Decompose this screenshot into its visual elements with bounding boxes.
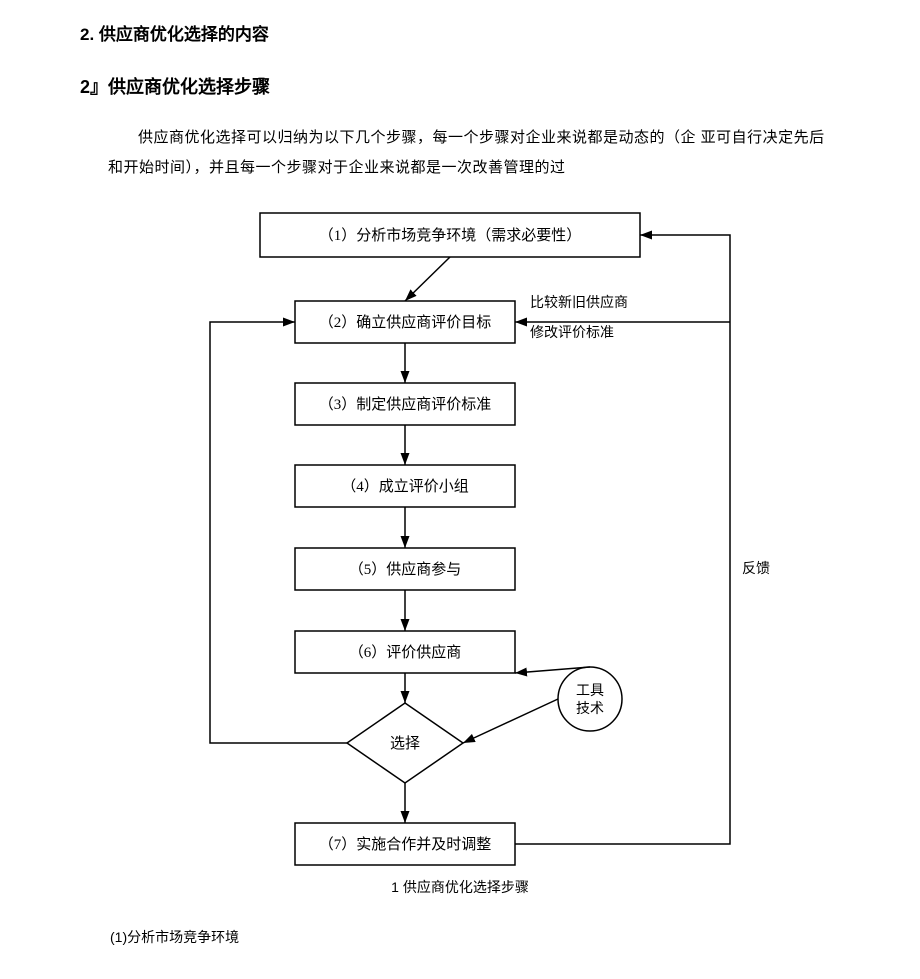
svg-text:修改评价标准: 修改评价标准 bbox=[530, 325, 614, 341]
intro-paragraph: 供应商优化选择可以归纳为以下几个步骤，每一个步骤对企业来说都是动态的（企 亚可自… bbox=[108, 123, 840, 183]
svg-text:（7）实施合作并及时调整: （7）实施合作并及时调整 bbox=[319, 836, 492, 853]
svg-text:（1）分析市场竞争环境（需求必要性）: （1）分析市场竞争环境（需求必要性） bbox=[319, 226, 582, 244]
svg-text:选择: 选择 bbox=[390, 735, 420, 752]
svg-text:（5）供应商参与: （5）供应商参与 bbox=[349, 560, 462, 578]
svg-text:（3）制定供应商评价标准: （3）制定供应商评价标准 bbox=[319, 395, 492, 413]
svg-text:（2）确立供应商评价目标: （2）确立供应商评价目标 bbox=[319, 313, 492, 331]
svg-text:工具: 工具 bbox=[576, 684, 604, 699]
svg-text:（6）评价供应商: （6）评价供应商 bbox=[349, 643, 462, 661]
svg-text:（4）成立评价小组: （4）成立评价小组 bbox=[341, 478, 469, 495]
flowchart-container: （1）分析市场竞争环境（需求必要性） （2）确立供应商评价目标 （3）制定供应商评价… bbox=[100, 203, 840, 883]
flowchart-svg: （1）分析市场竞争环境（需求必要性） （2）确立供应商评价目标 （3）制定供应商评价… bbox=[130, 203, 810, 883]
section-heading: 2. 供应商优化选择的内容 bbox=[80, 20, 840, 45]
svg-text:反馈: 反馈 bbox=[742, 561, 770, 577]
svg-text:技术: 技术 bbox=[576, 701, 604, 717]
svg-text:比较新旧供应商: 比较新旧供应商 bbox=[530, 294, 628, 311]
footnote-line: (1)分析市场竞争环境 bbox=[110, 927, 840, 947]
subsection-heading: 2』供应商优化选择步骤 bbox=[80, 73, 840, 99]
